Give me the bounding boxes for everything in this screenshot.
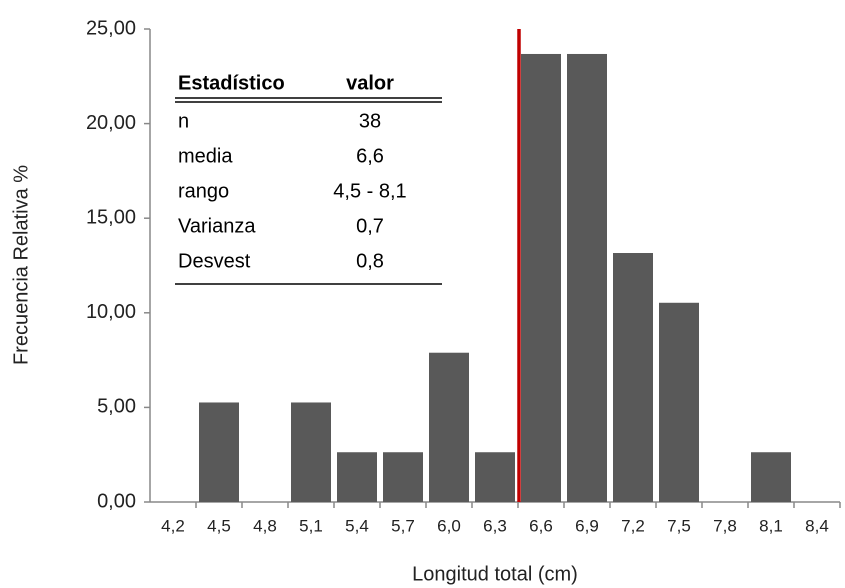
y-tick-label: 5,00 (97, 396, 136, 418)
x-tick-label: 6,6 (529, 516, 553, 535)
bar (659, 302, 699, 502)
y-axis-title: Frecuencia Relativa % (10, 165, 32, 365)
bar (613, 253, 653, 502)
table-cell: n (178, 110, 189, 132)
table-cell: Desvest (178, 250, 251, 272)
y-tick-label: 20,00 (86, 112, 136, 134)
x-tick-label: 4,5 (207, 516, 231, 535)
x-tick-label: 7,5 (667, 516, 691, 535)
y-tick-label: 25,00 (86, 17, 136, 39)
x-tick-label: 8,1 (759, 516, 783, 535)
y-tick-label: 0,00 (97, 490, 136, 512)
x-tick-label: 7,8 (713, 516, 737, 535)
table-cell: Varianza (178, 215, 256, 237)
x-tick-label: 5,7 (391, 516, 415, 535)
bar (751, 452, 791, 502)
y-tick-label: 15,00 (86, 206, 136, 228)
x-tick-label: 5,4 (345, 516, 369, 535)
table-cell: 6,6 (356, 145, 384, 167)
table-cell: 0,8 (356, 250, 384, 272)
bar (567, 53, 607, 503)
table-header: Estadístico (178, 72, 285, 94)
table-cell: 38 (359, 110, 381, 132)
bar (383, 452, 423, 502)
x-tick-label: 4,2 (161, 516, 185, 535)
table-cell: rango (178, 180, 229, 202)
bar (291, 402, 331, 502)
x-tick-label: 4,8 (253, 516, 277, 535)
x-tick-label: 8,4 (805, 516, 829, 535)
x-axis-title: Longitud total (cm) (412, 563, 578, 585)
x-tick-label: 6,0 (437, 516, 461, 535)
table-header: valor (346, 72, 394, 94)
table-cell: media (178, 145, 233, 167)
bar (429, 352, 469, 502)
x-tick-label: 5,1 (299, 516, 323, 535)
bar (475, 452, 515, 502)
table-cell: 0,7 (356, 215, 384, 237)
x-tick-label: 7,2 (621, 516, 645, 535)
bar (199, 402, 239, 502)
bar (337, 452, 377, 502)
bar (521, 53, 561, 503)
table-cell: 4,5 - 8,1 (333, 180, 406, 202)
x-tick-label: 6,9 (575, 516, 599, 535)
x-tick-label: 6,3 (483, 516, 507, 535)
y-tick-label: 10,00 (86, 301, 136, 323)
